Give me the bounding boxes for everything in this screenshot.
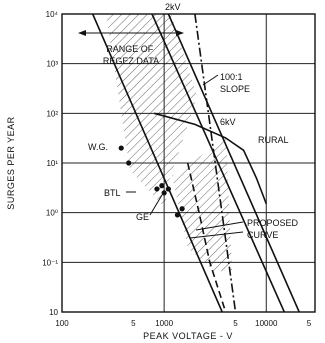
x-tick-label-4: 10000 [255, 319, 278, 328]
wg-label: W.G. [88, 142, 108, 152]
range-label: RANGE OF REGEZ DATA [103, 44, 159, 66]
y-tick-label-5: 10⁻¹ [42, 258, 58, 267]
series-range-of-regez-data-upper [151, 14, 286, 312]
series-range-of-regez-data-lower [91, 14, 223, 312]
marker-ge-1 [179, 206, 185, 212]
rural-label: RURAL [258, 135, 289, 145]
marker-wg-1 [126, 160, 132, 166]
label-2kv: 2kV [165, 2, 181, 12]
marker-btl-2 [161, 190, 167, 196]
y-tick-label-2: 10² [46, 109, 58, 118]
proposed-label-line-2: CURVE [247, 230, 278, 240]
slope-label-line-2: SLOPE [220, 84, 250, 94]
annotations: RANGE OF REGEZ DATA 2kV 6kV 100:1 SLOPE … [88, 2, 301, 240]
slope-label-line-1: 100:1 [220, 72, 243, 82]
slope-label: 100:1 SLOPE [220, 72, 250, 94]
annotation-leaders [126, 74, 244, 239]
marker-ge-0 [174, 212, 181, 218]
marker-btl-0 [154, 186, 160, 192]
x-tick-label-5: 5 [307, 319, 312, 328]
y-tick-label-6: 10 [49, 308, 58, 317]
marker-layer [118, 145, 185, 218]
x-tick-label-1: 5 [131, 319, 136, 328]
range-label-line-1: RANGE OF [106, 44, 154, 54]
series-layer [91, 14, 300, 312]
plot-frame [61, 13, 316, 313]
x-tick-label-0: 100 [55, 319, 69, 328]
marker-btl-1 [159, 183, 165, 189]
ge-label: GE [136, 212, 149, 222]
tick-labels: 10⁴ 10³ 10² 10¹ 10⁰ 10⁻¹ 10 100 5 1000 5 10000 5 [42, 10, 312, 328]
y-tick-label-3: 10¹ [46, 159, 58, 168]
series-2kv [194, 14, 237, 312]
series-6kv [167, 14, 300, 312]
btl-label: BTL [104, 188, 121, 198]
marker-btl-3 [165, 186, 171, 192]
x-axis-title: PEAK VOLTAGE - V [143, 331, 233, 341]
range-label-line-2: REGEZ DATA [103, 56, 159, 66]
y-tick-label-1: 10³ [46, 60, 58, 69]
x-tick-label-2: 1000 [155, 319, 173, 328]
y-tick-label-0: 10⁴ [46, 10, 59, 19]
proposed-label-line-1: PROPOSED [247, 218, 299, 228]
marker-wg-0 [118, 145, 124, 151]
series-proposed-curve [186, 162, 227, 312]
label-6kv: 6kV [220, 117, 236, 127]
x-tick-label-3: 5 [233, 319, 238, 328]
y-tick-label-4: 10⁰ [46, 209, 58, 218]
y-axis-title: SURGES PER YEAR [6, 116, 16, 209]
proposed-hatch [172, 138, 232, 272]
range-arrow [78, 30, 184, 36]
series-rural [153, 112, 268, 205]
proposed-label: PROPOSED CURVE [247, 218, 301, 240]
